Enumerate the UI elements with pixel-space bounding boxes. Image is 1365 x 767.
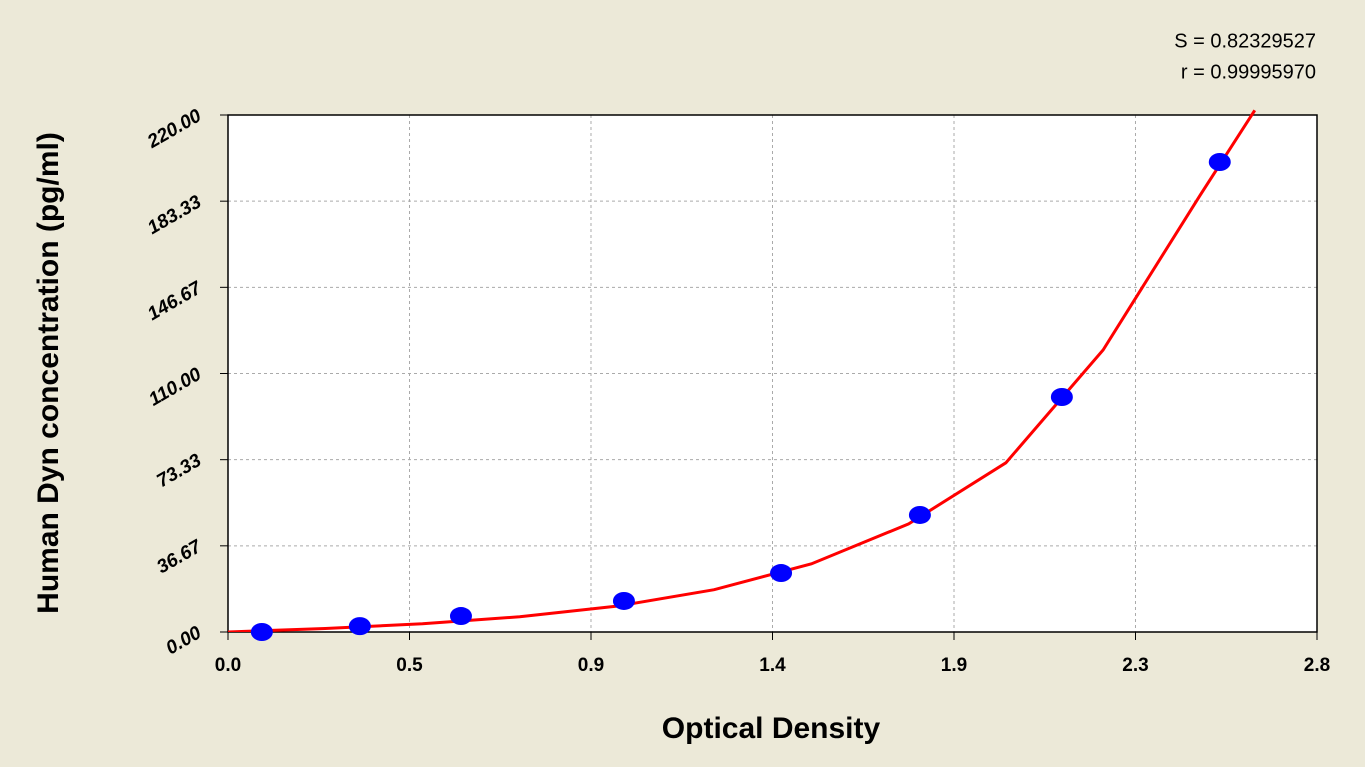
x-tick-label: 2.3 xyxy=(1122,655,1148,676)
marks xyxy=(228,109,1257,641)
fit-curve xyxy=(228,109,1257,632)
data-point xyxy=(449,607,472,626)
annotation: r = 0.99995970 xyxy=(1181,61,1316,83)
x-tick-label: 2.8 xyxy=(1304,655,1330,676)
x-tick-label: 0.5 xyxy=(396,655,423,676)
x-axis-label: Optical Density xyxy=(662,712,881,745)
y-axis-label: Human Dyn concentration (pg/ml) xyxy=(32,132,65,614)
data-point xyxy=(908,505,931,524)
data-point xyxy=(770,564,793,583)
x-tick-label: 1.9 xyxy=(941,655,967,676)
data-point xyxy=(250,623,273,641)
x-tick-label: 1.4 xyxy=(759,655,786,676)
data-point xyxy=(1050,388,1073,406)
x-tick-label: 0.0 xyxy=(215,655,241,676)
data-point xyxy=(348,617,371,636)
data-point xyxy=(1208,153,1231,171)
x-tick-label: 0.9 xyxy=(578,655,604,676)
annotation: S = 0.82329527 xyxy=(1174,30,1316,52)
data-point xyxy=(612,591,635,610)
